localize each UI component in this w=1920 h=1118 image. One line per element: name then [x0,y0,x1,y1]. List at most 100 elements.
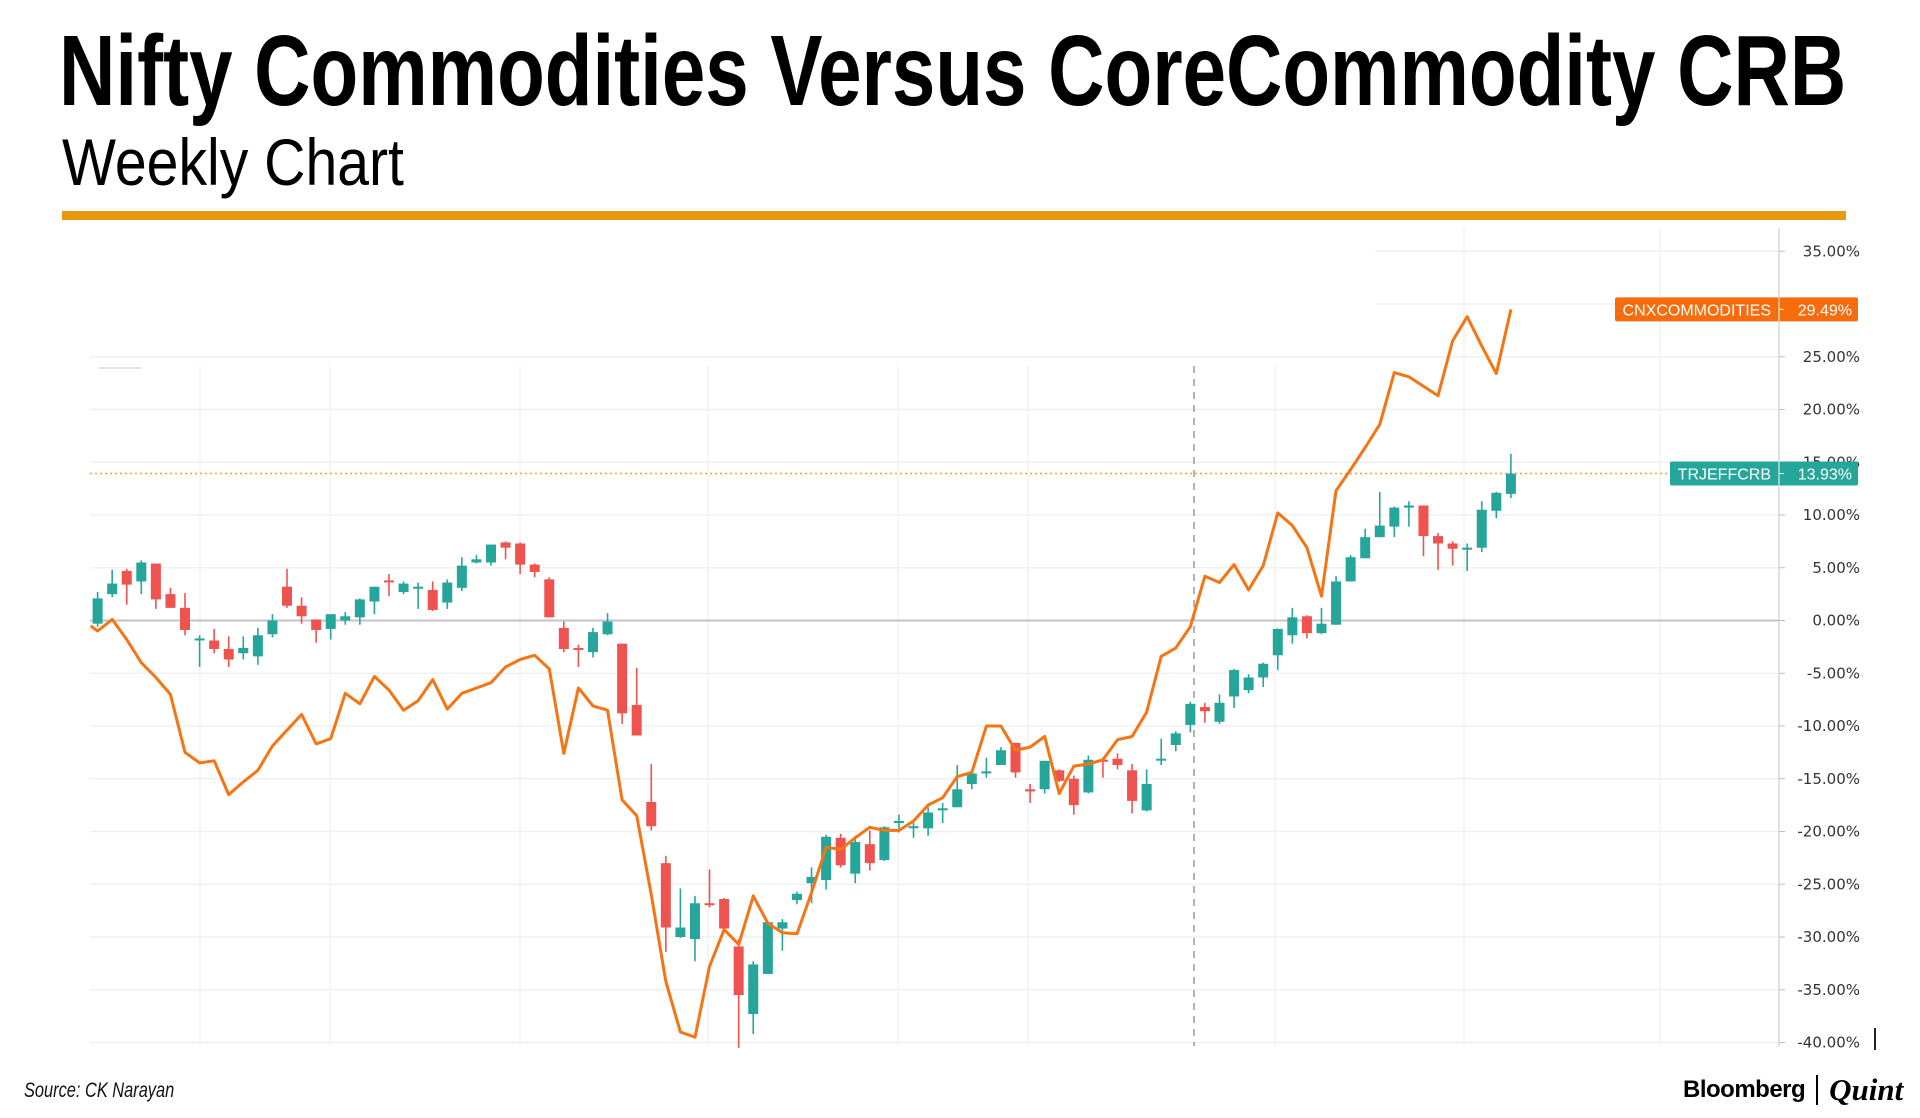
candle-body [1214,702,1225,722]
candle [1360,528,1371,559]
candle [1301,615,1312,639]
candle [427,581,438,612]
candle-body [937,808,948,811]
candle-body [354,599,365,618]
candle-body [369,586,380,602]
candle-body [1287,617,1298,636]
trjeffcrb-candles [92,453,1516,1048]
candle [879,826,890,862]
candle-body [413,586,424,589]
candle [1316,607,1327,635]
candle [1025,784,1036,804]
candle-body [879,827,890,860]
candle-body [1331,581,1342,625]
y-tick-label: 10.00% [1803,506,1860,524]
y-tick-label: 5.00% [1812,559,1860,577]
candle-body [209,640,220,649]
candle [1141,769,1152,812]
candle-body [471,559,482,563]
candle-body [398,583,409,593]
candle-body [631,704,642,736]
candle [791,891,802,905]
candle-body [719,899,730,929]
candle [733,939,744,1048]
candle-body [223,648,234,660]
candle-body [558,627,569,649]
candle [296,597,307,624]
candle [238,636,249,660]
candle-body [1127,770,1138,801]
candle-body [1505,473,1516,494]
candle-body [835,837,846,866]
candle [1287,607,1298,644]
candle [1039,760,1050,794]
candle [107,569,118,598]
candle [413,582,424,609]
badge-value: 29.49% [1798,302,1852,319]
reference-lines [90,366,1779,1046]
candle [471,555,482,564]
logo-bloomberg: Bloomberg [1683,1076,1806,1103]
candle [1403,501,1414,527]
candle-body [325,614,336,629]
candle-body [602,621,613,635]
candle-body [485,544,496,563]
title-divider [62,211,1846,220]
candle [150,563,161,609]
candle [923,807,934,836]
candle [456,557,467,591]
candle [165,587,176,608]
candle-body [806,876,817,884]
candle-body [252,635,263,657]
candle [384,574,394,597]
candle [1214,694,1225,724]
candle [1272,628,1283,671]
candle-body [1112,758,1123,766]
candle [1068,775,1079,815]
candle-body [267,620,278,635]
candle [442,579,453,609]
candle [223,636,234,667]
candle [194,635,205,667]
candle-body [660,863,671,928]
candle [369,586,380,615]
candle [1127,763,1138,814]
candle [92,592,103,627]
candle [981,757,992,778]
candle-body [966,773,977,785]
y-tick-label: 0.00% [1812,612,1860,630]
candle [602,613,613,636]
candle-body [1054,770,1065,781]
candle-body [646,801,657,827]
candle-body [427,589,438,610]
candle-body [1433,536,1444,544]
candle-body [1301,616,1312,634]
candle-body [587,632,598,653]
candle [617,643,628,724]
candle-body [777,922,788,929]
candle-body [1141,784,1152,811]
candle [252,627,263,665]
candle [704,869,715,908]
candle-body [500,542,511,548]
candle-body [180,607,191,630]
candle [1345,555,1356,582]
candle-body [529,564,540,572]
candle-body [981,771,992,774]
candle-body [340,616,351,621]
candle [1083,755,1094,794]
chart-subtitle: Weekly Chart [62,125,404,199]
candle-body [150,563,161,600]
candle-body [704,903,715,906]
candle-body [864,844,875,864]
badge-series-name: TRJEFFCRB [1678,467,1771,484]
trjeffcrb-badge: TRJEFFCRB 13.93% [1670,461,1858,486]
publisher-logo: Bloomberg Quint [1683,1072,1903,1108]
y-tick-label: 25.00% [1803,348,1860,366]
candle-body [1462,547,1473,550]
candle [398,581,409,595]
candle-body [238,647,249,654]
candle-body [1272,628,1283,656]
candle [1433,532,1444,570]
